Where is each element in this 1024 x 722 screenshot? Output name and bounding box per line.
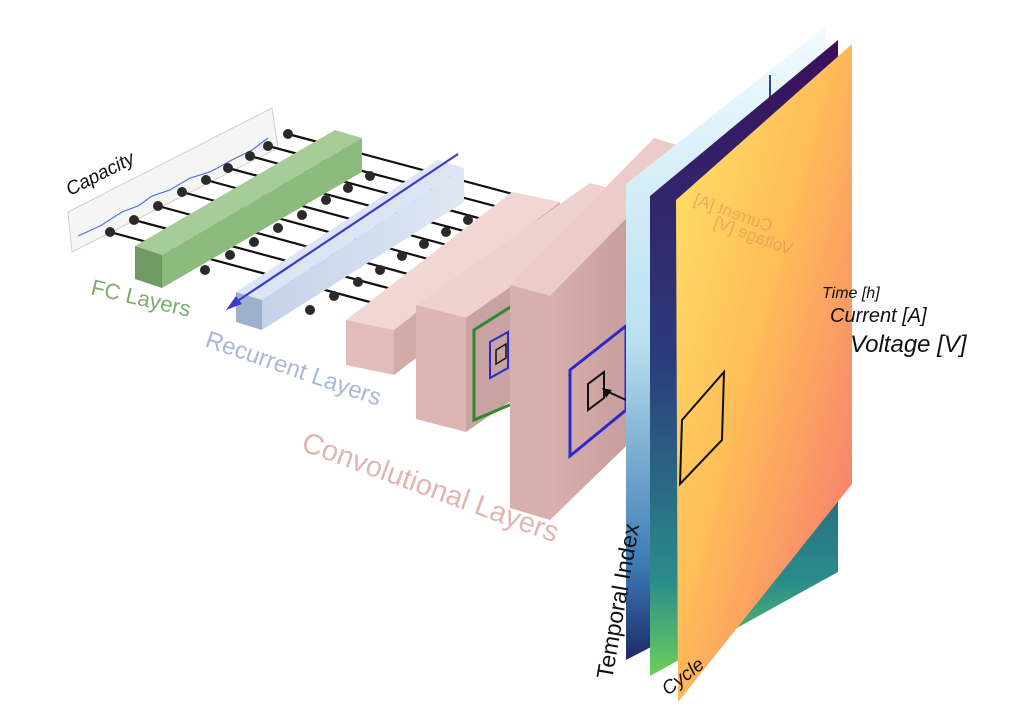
time-label: Time [h] <box>822 285 880 302</box>
fc-layers-label: FC Layers <box>89 275 194 322</box>
current-label: Current [A] <box>830 305 927 327</box>
voltage-label: Voltage [V] <box>850 331 968 358</box>
input-layer-voltage: Current [A] Voltage [V] <box>676 44 852 702</box>
fc-layer-block <box>135 130 362 288</box>
recurrent-arrow <box>226 153 459 310</box>
node-dots <box>105 129 473 315</box>
